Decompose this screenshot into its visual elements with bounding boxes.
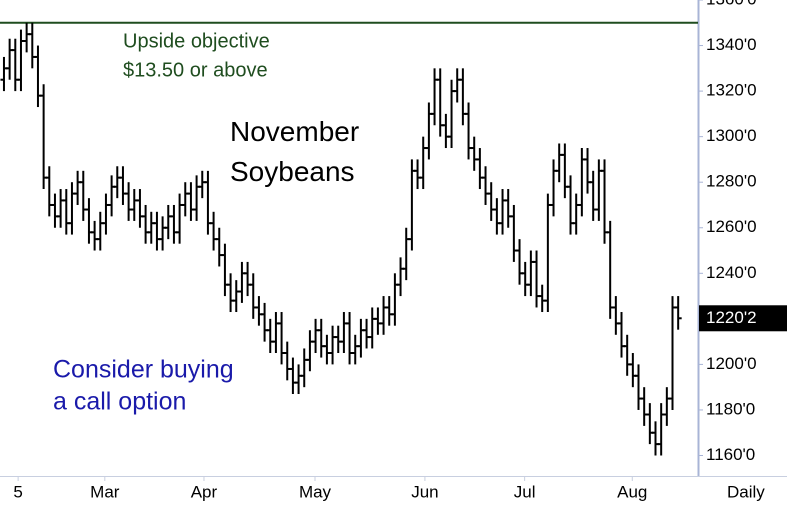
y-tick-label: 1180'0 <box>706 399 755 418</box>
x-tick-label: 5 <box>13 482 22 501</box>
x-tick-label: Jun <box>411 482 438 501</box>
objective-label: Upside objective <box>123 30 270 52</box>
x-tick-label: May <box>299 482 332 501</box>
y-tick-label: 1340'0 <box>706 35 757 54</box>
y-tick-label: 1320'0 <box>706 81 757 100</box>
note-label: Consider buying <box>53 356 234 384</box>
y-tick-label: 1240'0 <box>706 263 757 282</box>
y-tick-label: 1280'0 <box>706 172 757 191</box>
y-tick-label: 1260'0 <box>706 217 757 236</box>
note-label: a call option <box>53 388 186 416</box>
objective-label: $13.50 or above <box>123 59 268 81</box>
period-label: Daily <box>727 482 765 501</box>
x-tick-label: Jul <box>514 482 536 501</box>
chart-title-line: November Soybeans <box>230 116 359 187</box>
x-tick-label: Mar <box>90 482 120 501</box>
y-tick-label: 1160'0 <box>706 445 755 464</box>
y-tick-label: 1360'0 <box>706 0 757 8</box>
x-tick-label: Aug <box>617 482 647 501</box>
y-tick-label: 1300'0 <box>706 126 757 145</box>
x-tick-label: Apr <box>191 482 218 501</box>
last-price-box <box>699 305 787 332</box>
last-price-label: 1220'2 <box>706 308 757 327</box>
y-tick-label: 1200'0 <box>706 354 757 373</box>
